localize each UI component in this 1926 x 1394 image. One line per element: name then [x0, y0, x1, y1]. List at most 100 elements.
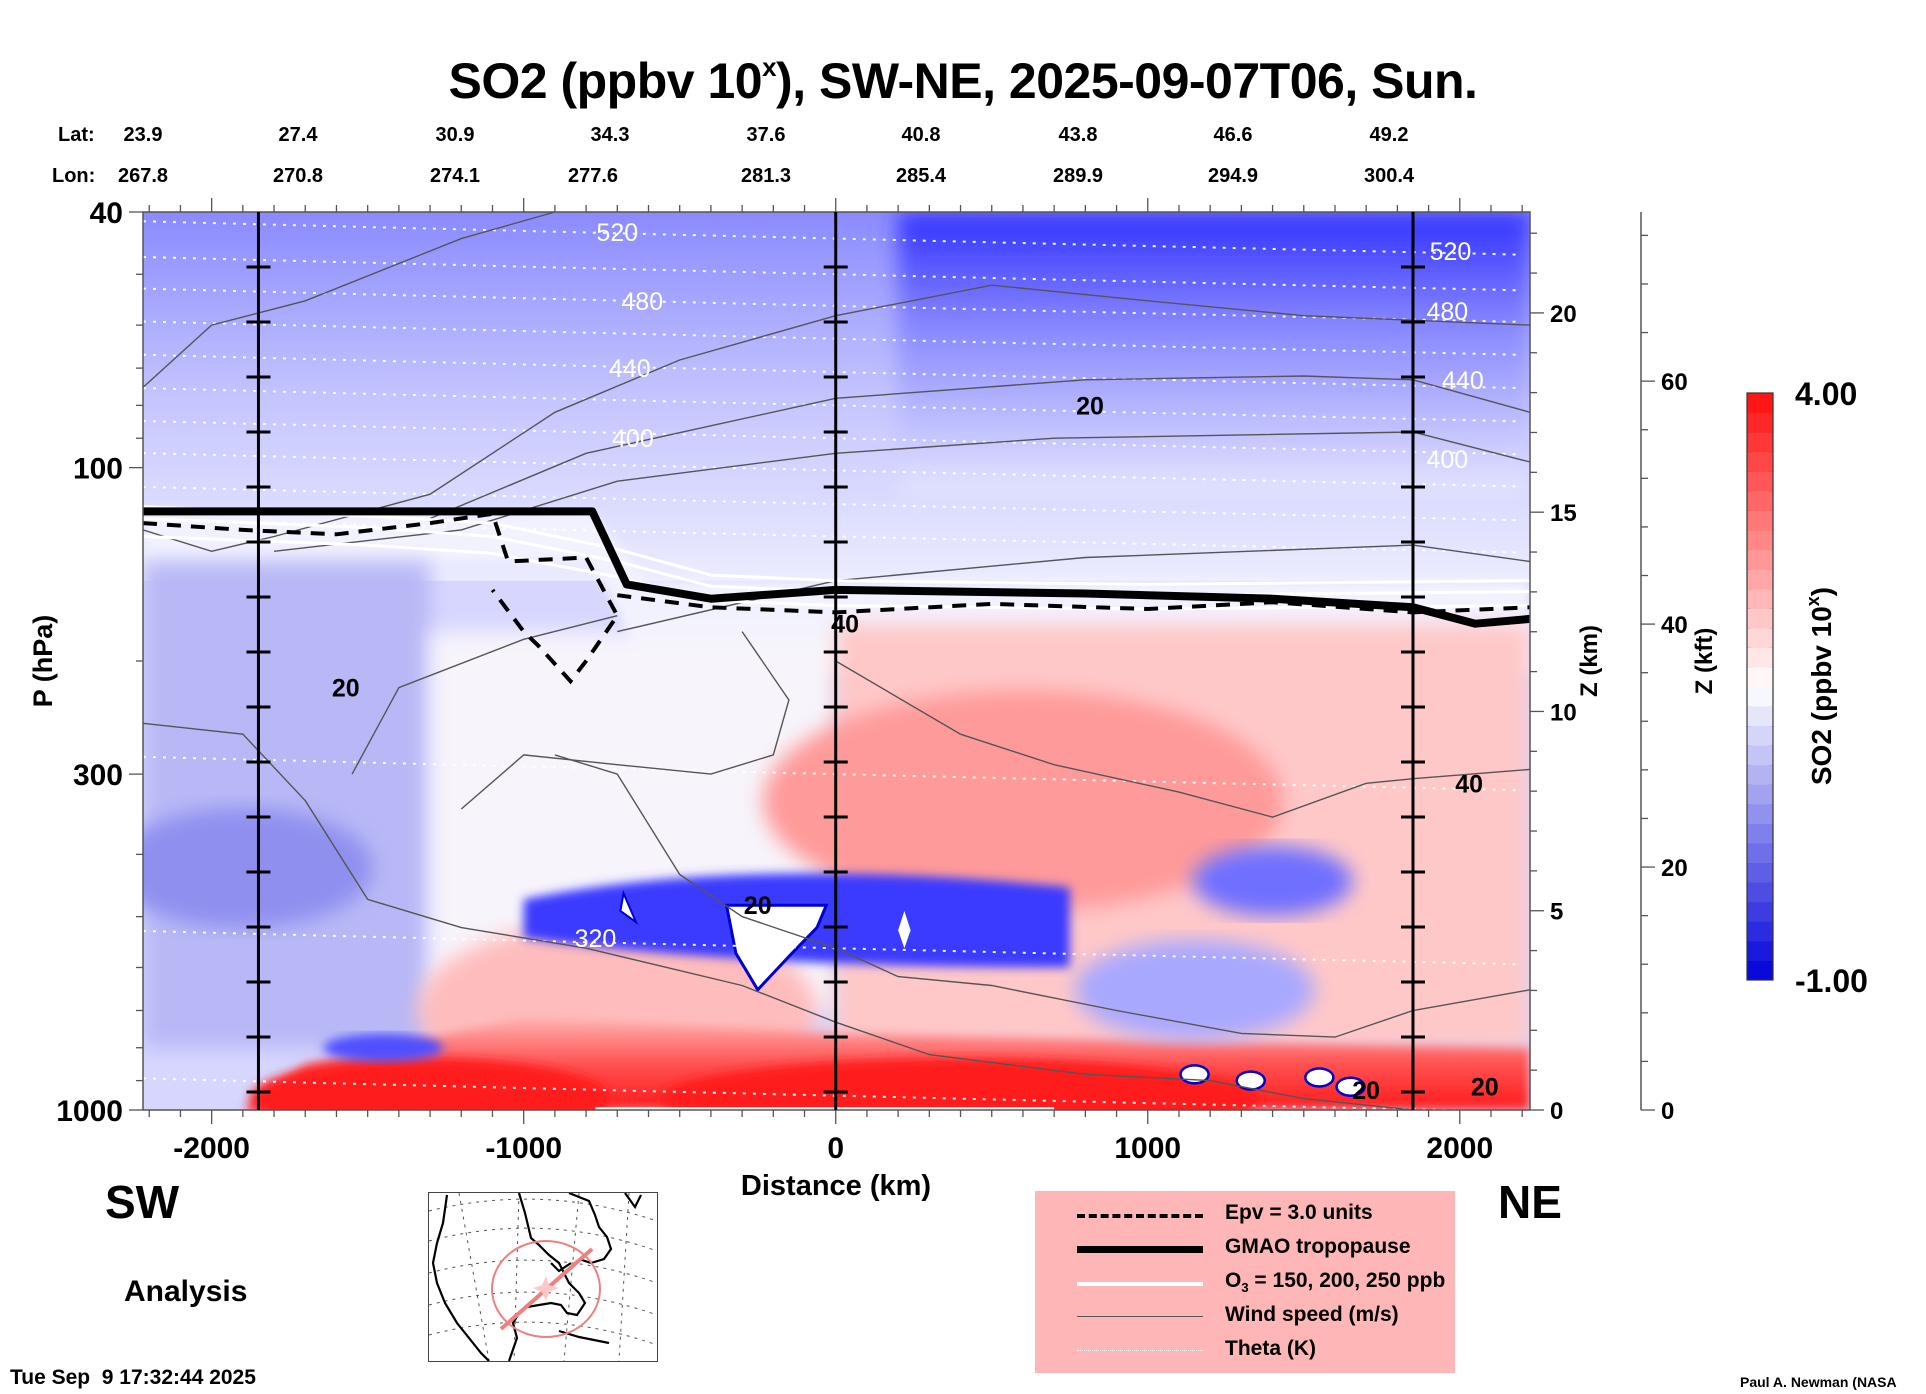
colorbar-bin [1747, 588, 1773, 609]
wind-speed-label: 40 [831, 611, 859, 639]
colorbar-frame [1746, 392, 1774, 981]
colorbar-bin [1747, 490, 1773, 511]
blue-patch-right-lower [1074, 939, 1315, 1040]
colorbar-min-label: -1.00 [1795, 963, 1868, 999]
colorbar-bin [1747, 862, 1773, 883]
colorbar: 4.00 -1.00 SO2 (ppbv 10x) [1746, 376, 1868, 999]
lat-value: 27.4 [278, 124, 318, 146]
theta-label: 400 [612, 425, 654, 453]
thin-line-swatch [1077, 1316, 1203, 1317]
colorbar-bin [1747, 393, 1773, 414]
wind-speed-label: 20 [744, 892, 772, 920]
colorbar-bin [1747, 432, 1773, 453]
zkft-tick-label: 40 [1661, 612, 1688, 639]
legend-item-epv: Epv = 3.0 units [1035, 1199, 1455, 1231]
colorbar-bin [1747, 940, 1773, 961]
lon-value: 277.6 [567, 165, 619, 187]
below-range-hole-low [1235, 1070, 1266, 1091]
tropopause-line [143, 507, 1530, 628]
ozone-contour [143, 505, 1530, 586]
theta-label: 440 [1442, 367, 1484, 395]
y-tick-label: 40 [90, 197, 123, 230]
colorbar-bin [1747, 647, 1773, 668]
colorbar-bin [1747, 784, 1773, 805]
left-troposphere-region [143, 561, 431, 1048]
y-tick-label: 300 [73, 759, 123, 792]
lat-value: 34.3 [590, 124, 630, 146]
thick-line-swatch [1077, 1246, 1203, 1253]
colorbar-bin [1747, 843, 1773, 864]
colorbar-bin [1747, 823, 1773, 844]
lon-value: 274.1 [429, 165, 481, 187]
theta-label: 520 [1430, 238, 1472, 266]
y-tick-label: 1000 [56, 1095, 123, 1128]
colorbar-bin [1747, 803, 1773, 824]
colorbar-bin [1747, 706, 1773, 727]
lat-value: 37.6 [746, 124, 786, 146]
below-range-hole-low [1304, 1067, 1335, 1088]
x-tick-label: 2000 [1426, 1132, 1493, 1165]
colorbar-bin [1747, 569, 1773, 590]
lat-value: 30.9 [435, 124, 475, 146]
lon-label: Lon: [52, 165, 96, 187]
below-range-hole-1 [724, 903, 829, 993]
timestamp: Tue Sep 9 17:32:44 2025 [10, 1366, 256, 1389]
x-tick-label: -2000 [173, 1132, 250, 1165]
track-overlay [491, 1240, 601, 1338]
theta-label: 400 [1426, 446, 1468, 474]
epv-contour [617, 593, 1530, 615]
lon-value: 267.8 [117, 165, 169, 187]
lat-value: 23.9 [123, 124, 163, 146]
epv-contour [143, 511, 620, 685]
colorbar-bin [1747, 666, 1773, 687]
credit: Paul A. Newman (NASA [1740, 1374, 1897, 1390]
dashed-line-swatch [1077, 1214, 1203, 1218]
colorbar-bin [1747, 725, 1773, 746]
colorbar-bin [1747, 921, 1773, 942]
contour-lines [143, 212, 1530, 1110]
lat-value: 43.8 [1058, 124, 1098, 146]
white-line-swatch [1077, 1282, 1203, 1286]
wind-speed-contour [835, 660, 1530, 818]
bl-red-core-1 [250, 1058, 611, 1110]
colorbar-bin [1747, 686, 1773, 707]
zkft-tick-label: 60 [1661, 369, 1688, 396]
wind-speed-label: 20 [1471, 1074, 1499, 1102]
theta-label: 320 [575, 925, 617, 953]
zkm-tick-label: 10 [1550, 699, 1577, 726]
legend-item-wind: Wind speed (m/s) [1035, 1301, 1455, 1333]
y-axis-title: P (hPa) [28, 615, 58, 708]
lon-value: 281.3 [740, 165, 792, 187]
wind-speed-label: 20 [1352, 1077, 1380, 1105]
lon-value: 300.4 [1363, 165, 1415, 187]
wind-speed-label: 20 [1076, 392, 1104, 420]
axis-labels: -2000 -1000 0 1000 2000401003001000Distance … [28, 197, 1718, 1202]
colorbar-bin [1747, 510, 1773, 531]
zkm-tick-label: 0 [1550, 1098, 1563, 1125]
lat-value: 40.8 [901, 124, 941, 146]
x-tick-label: -1000 [485, 1132, 562, 1165]
location-map [428, 1191, 658, 1362]
x-tick-label: 0 [827, 1132, 844, 1165]
x-axis-title: Distance (km) [741, 1170, 931, 1202]
zkm-axis-title: Z (km) [1576, 625, 1603, 697]
wind-speed-contour [143, 212, 556, 388]
colorbar-bin [1747, 627, 1773, 648]
lat-value: 49.2 [1369, 124, 1409, 146]
colorbar-bin [1747, 608, 1773, 629]
colorbar-bin [1747, 451, 1773, 472]
zkm-tick-label: 5 [1550, 899, 1563, 926]
lat-value: 46.6 [1213, 124, 1253, 146]
legend-item-theta: Theta (K) [1035, 1335, 1455, 1367]
blue-streak-low [323, 1033, 444, 1062]
wind-speed-contour [143, 722, 1414, 1110]
colorbar-max-label: 4.00 [1795, 376, 1857, 412]
left-blue-core [143, 808, 373, 928]
blue-patch-right [1192, 845, 1353, 916]
theta-label: 440 [609, 355, 651, 383]
zkft-axis-title: Z (kft) [1691, 628, 1718, 695]
colorbar-bin [1747, 882, 1773, 903]
theta-label: 520 [596, 219, 638, 247]
zkm-tick-label: 15 [1550, 500, 1577, 527]
